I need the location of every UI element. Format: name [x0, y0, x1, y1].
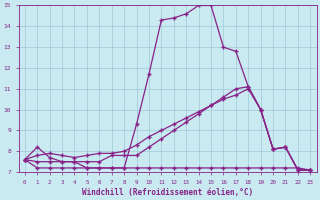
- X-axis label: Windchill (Refroidissement éolien,°C): Windchill (Refroidissement éolien,°C): [82, 188, 253, 197]
